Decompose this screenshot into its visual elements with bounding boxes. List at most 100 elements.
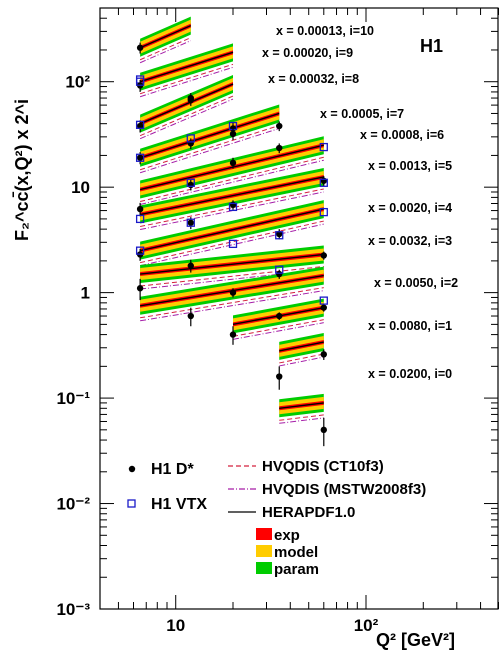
theory-band-group (140, 245, 324, 290)
dstar-point (229, 289, 237, 296)
dstar-point (187, 312, 194, 320)
legend-label: H1 D* (151, 461, 194, 478)
dstar-point (276, 373, 283, 380)
herapdf-line (139, 25, 192, 49)
ct10-line (140, 265, 324, 287)
ct10-line (140, 188, 324, 228)
herapdf-line (139, 112, 280, 159)
theory-band-group (139, 75, 234, 140)
vtx-point (275, 231, 284, 240)
y-tick-label: 1 (81, 284, 90, 303)
dstar-point (320, 304, 327, 311)
legend-label: HERAPDF1.0 (262, 504, 355, 521)
dstar-point (187, 181, 194, 189)
y-axis-title: F₂^cc̄(x,Q²) x 2^i (12, 99, 32, 241)
dstar-point (276, 122, 283, 130)
dstar-point (276, 312, 283, 320)
ct10-line (139, 63, 234, 95)
vtx-point (135, 120, 145, 129)
mstw-line (140, 268, 324, 290)
mstw-line (140, 223, 324, 267)
ct10-line (139, 37, 191, 61)
dstar-point (136, 205, 144, 213)
x-axis-title: Q² [GeV²] (376, 630, 455, 650)
dstar-point (187, 262, 194, 269)
vtx-point (186, 178, 195, 187)
bin-label: x = 0.0013, i=5 (368, 159, 452, 173)
theory-band-group (139, 43, 234, 98)
legend-label: HVQDIS (CT10f3) (262, 458, 384, 475)
y-tick-label: 10⁻¹ (56, 389, 90, 408)
legend-label: H1 VTX (151, 496, 207, 513)
bin-labels: x = 0.00013, i=10 x = 0.00020, i=9 x = 0.0… (262, 24, 458, 381)
herapdf-line (139, 51, 234, 83)
vtx-point (135, 246, 145, 255)
dstar-point (136, 285, 144, 292)
vtx-point (186, 218, 195, 227)
legend-marker-square (127, 499, 136, 508)
legend-swatch (256, 545, 272, 557)
dstar-point (187, 96, 194, 104)
theory-band-group (139, 136, 324, 206)
x-tick-label: 10² (354, 616, 379, 635)
y-tick-label: 10⁻³ (56, 600, 90, 619)
bin-label: x = 0.0032, i=3 (368, 234, 452, 248)
vtx-point (275, 265, 284, 274)
dstar-point (320, 252, 327, 259)
dstar-point (136, 122, 144, 130)
axis-ticks: 10 10² 10⁻³ 10⁻² 10⁻¹ 1 10 10² (56, 7, 499, 635)
herapdf-line (139, 83, 234, 125)
legend-item: model (256, 544, 318, 561)
legend-item: H1 D* (128, 461, 194, 478)
dstar-point (187, 140, 194, 147)
dstar-point (229, 201, 237, 209)
vtx-point (319, 296, 328, 305)
mstw-line (140, 290, 324, 322)
y-tick-label: 10 (71, 178, 90, 197)
theory-bands (139, 16, 324, 424)
dstar-point (320, 426, 327, 434)
legend-item: HVQDIS (CT10f3) (228, 458, 384, 475)
vtx-point (228, 202, 238, 212)
ct10-line (232, 319, 324, 337)
theory-band-group (279, 333, 324, 367)
dstar-point (187, 219, 194, 226)
bin-label: x = 0.0020, i=4 (368, 201, 452, 215)
herapdf-line (279, 341, 324, 352)
dstar-point (320, 177, 327, 184)
theory-band-group (139, 16, 192, 64)
legend-label: exp (274, 527, 300, 544)
herapdf-line (139, 208, 324, 252)
vtx-point (319, 178, 328, 187)
chart-title: H1 (420, 36, 443, 56)
vtx-point (319, 142, 328, 152)
y-tick-label: 10² (65, 73, 90, 92)
vtx-point (228, 239, 238, 249)
legend-label: model (274, 544, 318, 561)
vtx-point (135, 77, 145, 86)
legend-item: H1 VTX (127, 496, 207, 513)
ct10-line (139, 124, 280, 171)
mstw-line (139, 127, 280, 174)
herapdf-line (139, 144, 324, 191)
mstw-line (279, 417, 324, 424)
legend-item: HERAPDF1.0 (228, 504, 355, 521)
bin-label: x = 0.0008, i=6 (360, 128, 444, 142)
herapdf-line (279, 402, 324, 409)
herapdf-line (140, 253, 324, 275)
data-points (135, 42, 328, 447)
ct10-line (140, 287, 324, 319)
legend-label: HVQDIS (MSTW2008f3) (262, 481, 426, 498)
bin-label: x = 0.0200, i=0 (368, 367, 452, 381)
vtx-point (135, 214, 145, 224)
theory-band-group (139, 200, 324, 267)
bin-label: x = 0.0050, i=2 (374, 276, 458, 290)
ct10-line (140, 220, 324, 264)
dstar-point (136, 44, 144, 51)
theory-band-group (139, 104, 280, 174)
mstw-line (139, 66, 234, 98)
vtx-point (319, 207, 328, 217)
mstw-line (279, 356, 324, 367)
ct10-line (139, 95, 234, 137)
